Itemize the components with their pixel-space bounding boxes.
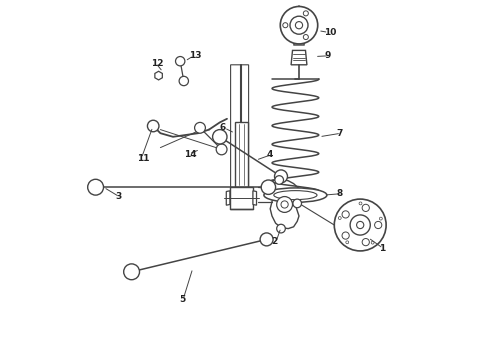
Text: 9: 9 <box>324 51 331 60</box>
Text: 14: 14 <box>185 150 197 158</box>
Circle shape <box>338 217 341 220</box>
Circle shape <box>147 120 159 132</box>
Text: 4: 4 <box>267 150 273 159</box>
Circle shape <box>346 241 349 244</box>
Text: 5: 5 <box>179 295 185 304</box>
Circle shape <box>362 204 369 211</box>
Circle shape <box>295 22 303 29</box>
Text: 6: 6 <box>220 123 226 132</box>
Polygon shape <box>231 65 248 209</box>
Ellipse shape <box>274 191 317 199</box>
Circle shape <box>275 176 284 184</box>
Text: 3: 3 <box>116 192 122 201</box>
Circle shape <box>334 199 386 251</box>
Circle shape <box>175 57 185 66</box>
Circle shape <box>261 180 275 194</box>
Circle shape <box>371 241 374 244</box>
Polygon shape <box>293 29 305 45</box>
Text: 13: 13 <box>189 51 202 60</box>
Polygon shape <box>269 179 301 229</box>
Circle shape <box>303 11 308 16</box>
Circle shape <box>260 233 273 246</box>
Circle shape <box>357 221 364 229</box>
Circle shape <box>379 217 382 220</box>
Circle shape <box>293 199 301 208</box>
Polygon shape <box>226 191 230 205</box>
Circle shape <box>303 35 308 40</box>
Circle shape <box>280 6 318 44</box>
Circle shape <box>277 197 293 212</box>
Text: 1: 1 <box>379 244 385 253</box>
Circle shape <box>374 221 382 229</box>
Text: 8: 8 <box>337 189 343 198</box>
Circle shape <box>362 239 369 246</box>
Circle shape <box>281 201 288 208</box>
Text: 10: 10 <box>324 28 337 37</box>
Polygon shape <box>155 71 162 80</box>
Ellipse shape <box>264 188 327 202</box>
Circle shape <box>216 144 227 155</box>
Circle shape <box>274 170 288 183</box>
Polygon shape <box>235 122 248 187</box>
Circle shape <box>359 202 362 205</box>
Text: 12: 12 <box>151 58 164 68</box>
Polygon shape <box>291 50 307 65</box>
Circle shape <box>179 76 189 86</box>
Circle shape <box>88 179 103 195</box>
Circle shape <box>283 23 288 28</box>
Circle shape <box>277 224 285 233</box>
Circle shape <box>342 232 349 239</box>
Circle shape <box>195 122 205 133</box>
Circle shape <box>123 264 140 280</box>
Circle shape <box>213 130 227 144</box>
Circle shape <box>156 73 161 78</box>
Circle shape <box>290 16 308 34</box>
Polygon shape <box>253 191 257 205</box>
Circle shape <box>350 215 370 235</box>
Circle shape <box>342 211 349 218</box>
Text: 2: 2 <box>271 238 278 246</box>
Polygon shape <box>230 187 253 209</box>
Text: 11: 11 <box>137 154 149 163</box>
Text: 7: 7 <box>337 129 343 138</box>
